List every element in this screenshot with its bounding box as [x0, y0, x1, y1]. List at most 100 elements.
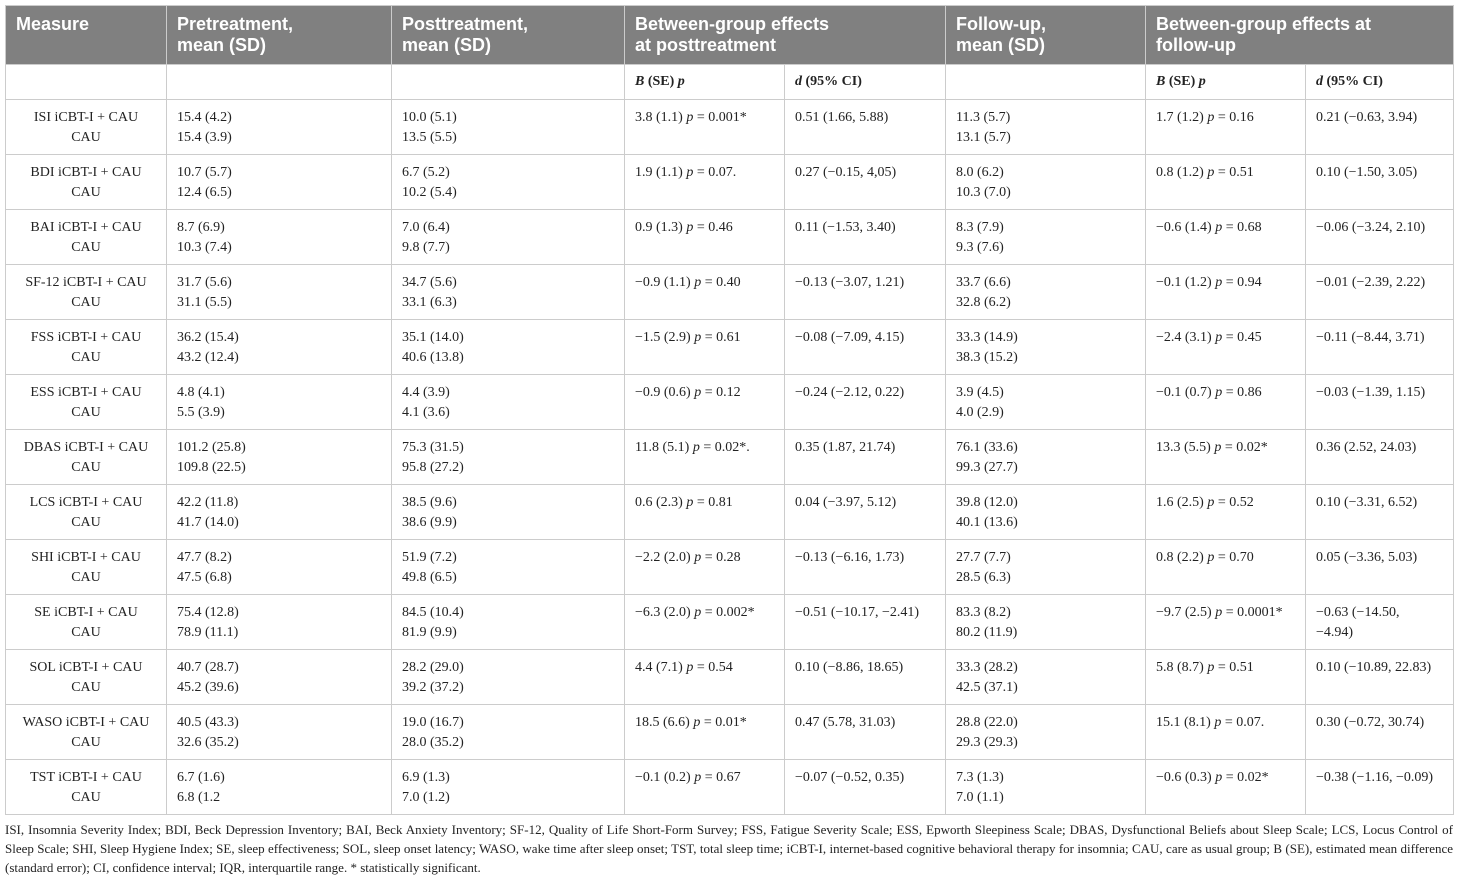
- subheader-d-ci-posttreatment: d (95% CI): [784, 64, 946, 100]
- posttreatment-b-se-p-cell: −0.9 (0.6) p = 0.12: [624, 374, 785, 430]
- group-value: 80.2 (11.9): [956, 625, 1018, 640]
- group-value: 10.3 (7.0): [956, 185, 1011, 200]
- group-value: 76.1 (33.6): [956, 440, 1018, 455]
- posttreatment-cell: 28.2 (29.0) 39.2 (37.2): [391, 649, 625, 705]
- group-label: ESS iCBT-I + CAU: [30, 385, 142, 400]
- group-value: 10.3 (7.4): [177, 240, 232, 255]
- posttreatment-b-se-p-cell: 3.8 (1.1) p = 0.001*: [624, 99, 785, 155]
- subheader-d-ci-follow-up: d (95% CI): [1304, 64, 1455, 100]
- header-line: mean (SD): [402, 35, 492, 55]
- group-value: 75.3 (31.5): [402, 440, 464, 455]
- group-label: SE iCBT-I + CAU: [34, 605, 138, 620]
- group-label: CAU: [71, 625, 101, 640]
- group-value: 78.9 (11.1): [177, 625, 239, 640]
- posttreatment-b-se-p-cell: 0.6 (2.3) p = 0.81: [624, 484, 785, 540]
- p-symbol: p: [694, 605, 702, 620]
- posttreatment-cell: 84.5 (10.4) 81.9 (9.9): [391, 594, 625, 650]
- group-label: CAU: [71, 735, 101, 750]
- d-symbol: d: [1316, 74, 1323, 89]
- header-line: mean (SD): [177, 35, 267, 55]
- group-label: CAU: [71, 680, 101, 695]
- group-value: 101.2 (25.8): [177, 440, 246, 455]
- group-label: CAU: [71, 515, 101, 530]
- group-label: BAI iCBT-I + CAU: [30, 220, 142, 235]
- posttreatment-d-ci-cell: 0.11 (−1.53, 3.40): [784, 209, 946, 265]
- group-value: 38.6 (9.9): [402, 515, 457, 530]
- group-value: 40.1 (13.6): [956, 515, 1018, 530]
- posttreatment-cell: 51.9 (7.2) 49.8 (6.5): [391, 539, 625, 595]
- header-row: Measure Pretreatment, mean (SD) Posttrea…: [5, 5, 1455, 65]
- table-row: SHI iCBT-I + CAU CAU 47.7 (8.2) 47.5 (6.8) 5…: [5, 539, 1455, 595]
- posttreatment-b-se-p-cell: −0.9 (1.1) p = 0.40: [624, 264, 785, 320]
- group-value: 41.7 (14.0): [177, 515, 239, 530]
- pretreatment-cell: 42.2 (11.8) 41.7 (14.0): [166, 484, 392, 540]
- group-value: 13.1 (5.7): [956, 130, 1011, 145]
- header-line: Posttreatment,: [402, 14, 529, 34]
- follow-up-d-ci-cell: −0.06 (−3.24, 2.10): [1304, 209, 1455, 265]
- p-symbol: p: [1207, 660, 1215, 675]
- p-symbol: p: [1215, 385, 1223, 400]
- table-row: LCS iCBT-I + CAU CAU 42.2 (11.8) 41.7 (14.0…: [5, 484, 1455, 540]
- follow-up-d-ci-cell: 0.36 (2.52, 24.03): [1304, 429, 1455, 485]
- group-value: 8.0 (6.2): [956, 165, 1004, 180]
- group-label: CAU: [71, 295, 101, 310]
- group-value: 35.1 (14.0): [402, 330, 464, 345]
- follow-up-b-se-p-cell: 0.8 (2.2) p = 0.70: [1145, 539, 1306, 595]
- follow-up-b-se-p-cell: 0.8 (1.2) p = 0.51: [1145, 154, 1306, 210]
- group-value: 12.4 (6.5): [177, 185, 232, 200]
- p-symbol: p: [1215, 770, 1223, 785]
- posttreatment-b-se-p-cell: −6.3 (2.0) p = 0.002*: [624, 594, 785, 650]
- p-symbol: p: [694, 330, 702, 345]
- p-symbol: p: [686, 660, 694, 675]
- p-symbol: p: [1214, 715, 1222, 730]
- table-row: BDI iCBT-I + CAU CAU 10.7 (5.7) 12.4 (6.5) 6…: [5, 154, 1455, 210]
- group-label: CAU: [71, 405, 101, 420]
- measure-cell: SHI iCBT-I + CAU CAU: [5, 539, 167, 595]
- group-value: 27.7 (7.7): [956, 550, 1011, 565]
- posttreatment-b-se-p-cell: −1.5 (2.9) p = 0.61: [624, 319, 785, 375]
- subheader-empty-cell: [5, 64, 167, 100]
- p-symbol: p: [694, 550, 702, 565]
- pretreatment-cell: 6.7 (1.6) 6.8 (1.2: [166, 759, 392, 815]
- group-value: 7.0 (1.2): [402, 790, 450, 805]
- measure-cell: SF-12 iCBT-I + CAU CAU: [5, 264, 167, 320]
- table-header: Measure Pretreatment, mean (SD) Posttrea…: [5, 5, 1455, 100]
- group-value: 36.2 (15.4): [177, 330, 239, 345]
- subheader-empty-cell: [945, 64, 1146, 100]
- p-symbol: p: [1215, 220, 1223, 235]
- p-symbol: p: [1198, 74, 1206, 89]
- group-value: 33.3 (28.2): [956, 660, 1018, 675]
- group-label: LCS iCBT-I + CAU: [29, 495, 143, 510]
- group-value: 47.5 (6.8): [177, 570, 232, 585]
- follow-up-cell: 8.3 (7.9) 9.3 (7.6): [945, 209, 1146, 265]
- pretreatment-cell: 101.2 (25.8) 109.8 (22.5): [166, 429, 392, 485]
- follow-up-b-se-p-cell: −9.7 (2.5) p = 0.0001*: [1145, 594, 1306, 650]
- group-value: 33.7 (6.6): [956, 275, 1011, 290]
- table-body: ISI iCBT-I + CAU CAU 15.4 (4.2) 15.4 (3.9) 1…: [5, 99, 1455, 815]
- posttreatment-cell: 75.3 (31.5) 95.8 (27.2): [391, 429, 625, 485]
- table-row: TST iCBT-I + CAU CAU 6.7 (1.6) 6.8 (1.2 6.9 …: [5, 759, 1455, 815]
- header-between-group-posttreatment: Between-group effects at posttreatment: [624, 5, 946, 65]
- p-symbol: p: [686, 495, 694, 510]
- posttreatment-cell: 7.0 (6.4) 9.8 (7.7): [391, 209, 625, 265]
- pretreatment-cell: 8.7 (6.9) 10.3 (7.4): [166, 209, 392, 265]
- posttreatment-b-se-p-cell: 4.4 (7.1) p = 0.54: [624, 649, 785, 705]
- header-follow-up: Follow-up, mean (SD): [945, 5, 1146, 65]
- group-value: 11.3 (5.7): [956, 110, 1011, 125]
- table-row: BAI iCBT-I + CAU CAU 8.7 (6.9) 10.3 (7.4) 7.…: [5, 209, 1455, 265]
- group-value: 33.1 (6.3): [402, 295, 457, 310]
- group-value: 84.5 (10.4): [402, 605, 464, 620]
- follow-up-cell: 27.7 (7.7) 28.5 (6.3): [945, 539, 1146, 595]
- follow-up-d-ci-cell: −0.38 (−1.16, −0.09): [1304, 759, 1455, 815]
- posttreatment-d-ci-cell: 0.47 (5.78, 31.03): [784, 704, 946, 760]
- posttreatment-b-se-p-cell: 1.9 (1.1) p = 0.07.: [624, 154, 785, 210]
- p-symbol: p: [692, 440, 700, 455]
- follow-up-b-se-p-cell: 1.6 (2.5) p = 0.52: [1145, 484, 1306, 540]
- group-value: 109.8 (22.5): [177, 460, 246, 475]
- follow-up-cell: 33.3 (14.9) 38.3 (15.2): [945, 319, 1146, 375]
- group-value: 95.8 (27.2): [402, 460, 464, 475]
- posttreatment-d-ci-cell: 0.04 (−3.97, 5.12): [784, 484, 946, 540]
- posttreatment-d-ci-cell: −0.08 (−7.09, 4.15): [784, 319, 946, 375]
- group-value: 51.9 (7.2): [402, 550, 457, 565]
- group-value: 10.2 (5.4): [402, 185, 457, 200]
